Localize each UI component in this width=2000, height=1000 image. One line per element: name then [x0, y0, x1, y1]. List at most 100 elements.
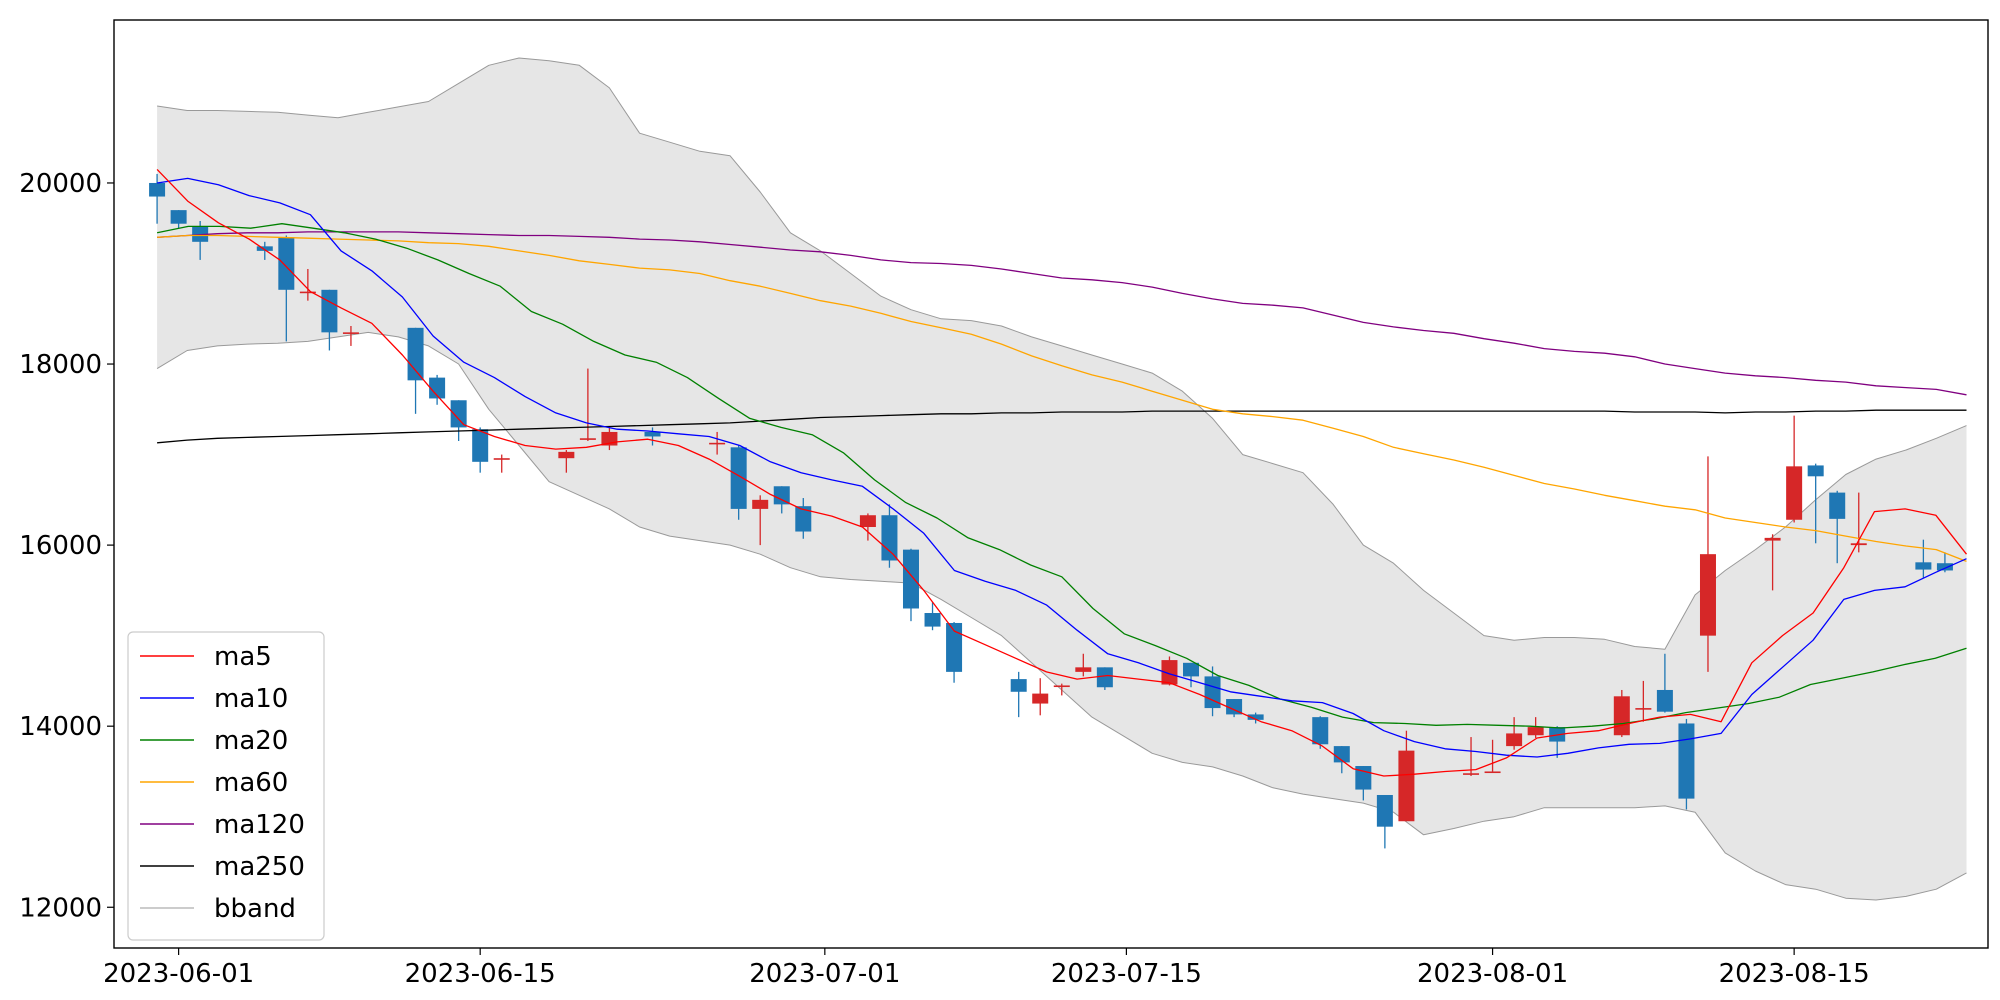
candle-body — [1053, 685, 1070, 688]
ma120-line — [157, 231, 1967, 396]
candle-2023-08-15 — [1786, 415, 1803, 523]
candle-body — [1333, 746, 1350, 763]
candle-body — [1613, 696, 1630, 736]
candle-body — [1183, 662, 1200, 677]
candle-body — [1096, 667, 1113, 688]
legend-label-ma10: ma10 — [214, 684, 288, 714]
candle-body — [1656, 689, 1673, 712]
x-tick-label: 2023-07-15 — [1051, 959, 1202, 989]
ma60-line — [157, 234, 1967, 563]
candle-2023-08-14 — [1764, 534, 1781, 591]
bband-fill — [157, 58, 1967, 900]
candle-2023-06-15 — [472, 427, 489, 473]
candle-body — [429, 377, 446, 399]
candle-body — [1807, 465, 1824, 477]
candle-2023-06-23 — [644, 427, 661, 446]
candle-body — [1699, 554, 1716, 636]
legend-label-ma5: ma5 — [214, 642, 272, 672]
candle-body — [752, 499, 769, 509]
x-tick-label: 2023-06-15 — [405, 959, 556, 989]
candle-2023-07-03 — [859, 513, 876, 541]
candle-body — [795, 506, 812, 532]
candle-2023-06-06 — [278, 235, 295, 342]
y-tick-label: 20000 — [19, 169, 102, 199]
candle-body — [170, 210, 187, 224]
candle-body — [1764, 537, 1781, 541]
candle-body — [278, 237, 295, 290]
candle-2023-06-09 — [342, 326, 359, 346]
candle-body — [644, 431, 661, 437]
candle-body — [1312, 717, 1329, 745]
candle-body — [256, 246, 273, 251]
candle-body — [1032, 693, 1049, 704]
candle-2023-08-08 — [1635, 680, 1652, 722]
y-tick-label: 14000 — [19, 712, 102, 742]
legend-box — [127, 631, 325, 941]
candle-body — [881, 515, 898, 561]
candle-body — [924, 613, 941, 627]
candle-body — [1850, 543, 1867, 546]
axes: 12000 14000 16000 18000 20000 2023-06-01 2023-… — [19, 169, 1869, 989]
candle-body — [1527, 727, 1544, 736]
candle-2023-08-02 — [1506, 717, 1523, 750]
candle-body — [1398, 750, 1415, 822]
candle-2023-08-10 — [1678, 718, 1695, 810]
candle-2023-06-26 — [709, 431, 726, 455]
candle-2023-06-19 — [558, 450, 575, 473]
candle-body — [902, 549, 919, 609]
candle-body — [1936, 563, 1953, 571]
y-tick-label: 16000 — [19, 531, 102, 561]
candle-body — [1161, 660, 1178, 685]
x-tick-label: 2023-06-01 — [103, 959, 254, 989]
candle-body — [1484, 771, 1501, 774]
candle-2023-07-17 — [1161, 656, 1178, 686]
candle-2023-08-11 — [1699, 456, 1716, 672]
bband-upper-line — [157, 57, 1967, 650]
ma10-line — [157, 177, 1967, 758]
candle-body — [1506, 733, 1523, 747]
legend-label-ma250: ma250 — [214, 852, 305, 882]
candle-2023-06-27 — [730, 445, 747, 520]
candle-body — [579, 438, 596, 440]
legend-label-ma120: ma120 — [214, 810, 305, 840]
x-tick-label: 2023-08-01 — [1417, 959, 1568, 989]
candle-body — [558, 451, 575, 459]
legend: ma5 ma10 ma20 ma60 ma120 ma250 bband — [127, 631, 325, 941]
candle-body — [1635, 708, 1652, 710]
candle-2023-07-10 — [1010, 671, 1027, 718]
candle-body — [859, 515, 876, 528]
candle-2023-08-18 — [1850, 492, 1867, 553]
candle-2023-07-24 — [1312, 716, 1329, 749]
candle-2023-06-13 — [429, 374, 446, 405]
ma5-line — [156, 168, 1968, 777]
candle-body — [773, 486, 790, 505]
candle-body — [1915, 562, 1932, 570]
candle-body — [407, 327, 424, 381]
candle-body — [1247, 714, 1264, 720]
y-tick-label: 12000 — [19, 893, 102, 923]
candle-body — [1463, 773, 1480, 775]
candle-2023-07-14 — [1096, 667, 1113, 690]
legend-label-ma60: ma60 — [214, 768, 288, 798]
candle-2023-06-08 — [321, 289, 338, 351]
candle-body — [342, 332, 359, 334]
candle-body — [1376, 794, 1393, 827]
candle-body — [299, 291, 316, 294]
candle-body — [1010, 679, 1027, 692]
candle-2023-08-07 — [1613, 689, 1630, 738]
candle-body — [1075, 667, 1092, 672]
plot-area — [149, 57, 1968, 901]
candle-2023-08-09 — [1656, 653, 1673, 713]
candle-2023-07-06 — [924, 602, 941, 631]
candle-2023-06-16 — [493, 454, 510, 473]
candle-2023-08-03 — [1527, 717, 1544, 738]
candle-body — [709, 442, 726, 445]
plot-frame — [113, 19, 1989, 949]
candle-2023-07-05 — [902, 548, 919, 622]
x-tick-label: 2023-08-15 — [1719, 959, 1870, 989]
candle-body — [472, 429, 489, 462]
candle-2023-08-01 — [1484, 739, 1501, 774]
candle-body — [730, 447, 747, 509]
candle-body — [321, 289, 338, 333]
candle-2023-07-07 — [946, 622, 963, 683]
